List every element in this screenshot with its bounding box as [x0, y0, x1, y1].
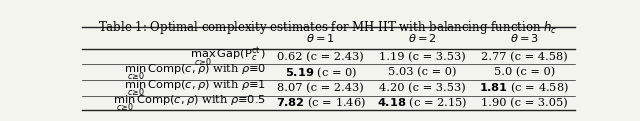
Text: 1.90 (c = 3.05): 1.90 (c = 3.05) [481, 98, 568, 108]
Text: 8.07 (c = 2.43): 8.07 (c = 2.43) [277, 83, 364, 93]
Text: 5.03 (c = 0): 5.03 (c = 0) [388, 67, 456, 77]
Text: $\mathbf{1.81}$ (c = 4.58): $\mathbf{1.81}$ (c = 4.58) [479, 81, 570, 95]
Text: $\min_{c\geq 0}\,\mathrm{Comp}(c,\rho)$ with $\rho\equiv 0.5$: $\min_{c\geq 0}\,\mathrm{Comp}(c,\rho)$ … [113, 93, 266, 113]
Text: 1.19 (c = 3.53): 1.19 (c = 3.53) [379, 52, 466, 62]
Text: $\min_{c\geq 0}\,\mathrm{Comp}(c,\rho)$ with $\rho\equiv 1$: $\min_{c\geq 0}\,\mathrm{Comp}(c,\rho)$ … [124, 78, 266, 98]
Text: $\theta = 3$: $\theta = 3$ [510, 32, 539, 44]
Text: Table 1: Optimal complexity estimates for MH-IIT with balancing function $h_c$: Table 1: Optimal complexity estimates fo… [99, 19, 557, 36]
Text: $\mathbf{4.18}$ (c = 2.15): $\mathbf{4.18}$ (c = 2.15) [377, 96, 467, 110]
Text: $\theta = 2$: $\theta = 2$ [408, 32, 436, 44]
Text: $\mathbf{7.82}$ (c = 1.46): $\mathbf{7.82}$ (c = 1.46) [276, 96, 365, 110]
Text: $\theta = 1$: $\theta = 1$ [306, 32, 335, 44]
Text: 0.62 (c = 2.43): 0.62 (c = 2.43) [277, 52, 364, 62]
Text: 2.77 (c = 4.58): 2.77 (c = 4.58) [481, 52, 568, 62]
Text: 5.0 (c = 0): 5.0 (c = 0) [494, 67, 555, 77]
Text: 4.20 (c = 3.53): 4.20 (c = 3.53) [379, 83, 466, 93]
Text: $\min_{c\geq 0}\,\mathrm{Comp}(c,\rho)$ with $\rho\equiv 0$: $\min_{c\geq 0}\,\mathrm{Comp}(c,\rho)$ … [124, 62, 266, 82]
Text: $\mathbf{5.19}$ (c = 0): $\mathbf{5.19}$ (c = 0) [285, 65, 356, 79]
Text: $\max_{c\geq 0}\,\mathrm{Gap}(\mathrm{P}_c^{\mathrm{ct}})$: $\max_{c\geq 0}\,\mathrm{Gap}(\mathrm{P}… [190, 45, 266, 69]
